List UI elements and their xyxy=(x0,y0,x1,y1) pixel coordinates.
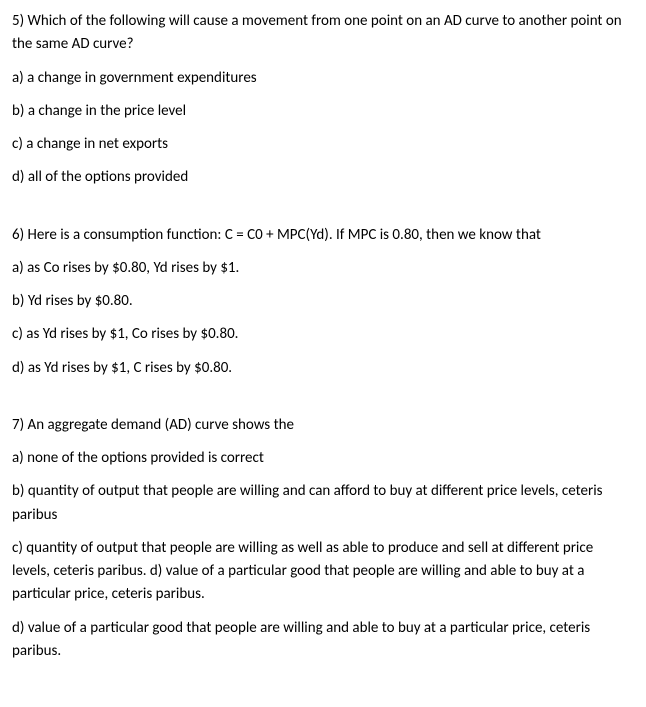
option-b: b) quantity of output that people are wi… xyxy=(12,480,634,527)
option-a: a) none of the options provided is corre… xyxy=(12,447,634,470)
question-7: 7) An aggregate demand (AD) curve shows … xyxy=(12,414,634,663)
question-stem: 6) Here is a consumption function: C = C… xyxy=(12,224,634,247)
option-d: d) as Yd rises by $1, C rises by $0.80. xyxy=(12,357,634,380)
option-a: a) as Co rises by $0.80, Yd rises by $1. xyxy=(12,257,634,280)
option-c: c) a change in net exports xyxy=(12,133,634,156)
option-b: b) a change in the price level xyxy=(12,100,634,123)
option-c: c) as Yd rises by $1, Co rises by $0.80. xyxy=(12,323,634,346)
option-d: d) value of a particular good that peopl… xyxy=(12,617,634,664)
question-5: 5) Which of the following will cause a m… xyxy=(12,10,634,190)
option-d: d) all of the options provided xyxy=(12,166,634,189)
question-6: 6) Here is a consumption function: C = C… xyxy=(12,224,634,380)
question-stem: 7) An aggregate demand (AD) curve shows … xyxy=(12,414,634,437)
option-c: c) quantity of output that people are wi… xyxy=(12,537,634,607)
option-a: a) a change in government expenditures xyxy=(12,67,634,90)
option-b: b) Yd rises by $0.80. xyxy=(12,290,634,313)
question-stem: 5) Which of the following will cause a m… xyxy=(12,10,634,57)
